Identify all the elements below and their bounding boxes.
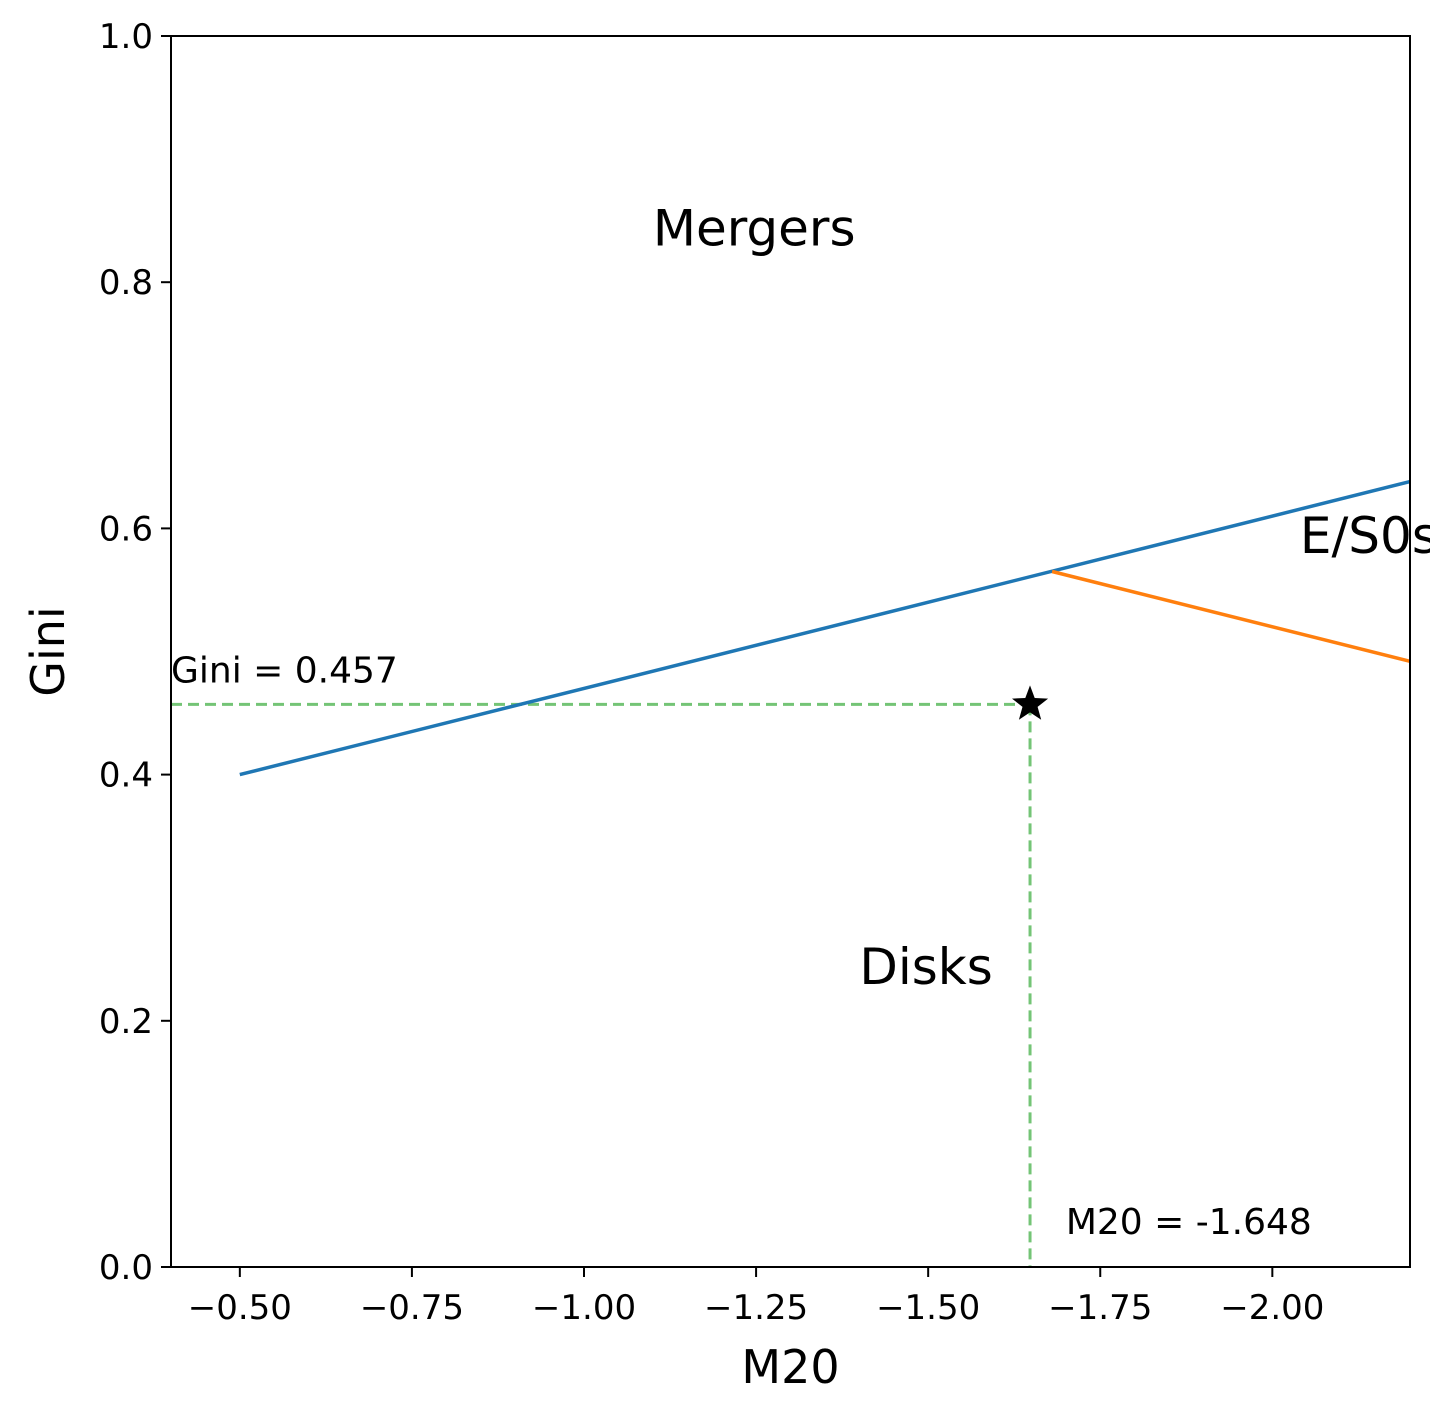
y-axis-label: Gini xyxy=(21,606,75,696)
x-tick-label: −2.00 xyxy=(1220,1288,1324,1328)
data-point-star xyxy=(1012,685,1049,720)
y-axis: 0.0 0.2 0.4 0.6 0.8 1.0 xyxy=(99,17,171,1288)
x-axis-label: M20 xyxy=(741,1340,839,1394)
y-tick-label: 1.0 xyxy=(99,17,153,57)
plot-frame xyxy=(170,35,1411,1268)
x-tick-label: −1.50 xyxy=(876,1288,980,1328)
y-tick-label: 0.0 xyxy=(99,1248,153,1288)
chart-marks: Mergers E/S0s Disks Gini = 0.457 M20 = -1.64… xyxy=(171,199,1430,1267)
series-line-1 xyxy=(239,479,1411,777)
x-axis: −0.50 −0.75 −1.00 −1.25 −1.50 −1.75 −2.00 xyxy=(188,1267,1324,1328)
x-tick-label: −0.50 xyxy=(188,1288,292,1328)
x-tick-label: −0.75 xyxy=(360,1288,464,1328)
value-label-4: Gini = 0.457 xyxy=(171,650,398,691)
x-tick-label: −1.75 xyxy=(1048,1288,1152,1328)
y-tick-label: 0.4 xyxy=(99,756,153,796)
y-tick-label: 0.2 xyxy=(99,1002,153,1042)
region-label-3: Disks xyxy=(859,938,992,996)
region-label-2: E/S0s xyxy=(1300,507,1430,565)
series-line-2 xyxy=(1051,569,1411,663)
y-tick-label: 0.8 xyxy=(99,263,153,303)
value-label-5: M20 = -1.648 xyxy=(1066,1202,1312,1243)
y-tick-label: 0.6 xyxy=(99,509,153,549)
region-label-1: Mergers xyxy=(653,199,856,257)
x-tick-label: −1.00 xyxy=(532,1288,636,1328)
x-tick-label: −1.25 xyxy=(704,1288,808,1328)
